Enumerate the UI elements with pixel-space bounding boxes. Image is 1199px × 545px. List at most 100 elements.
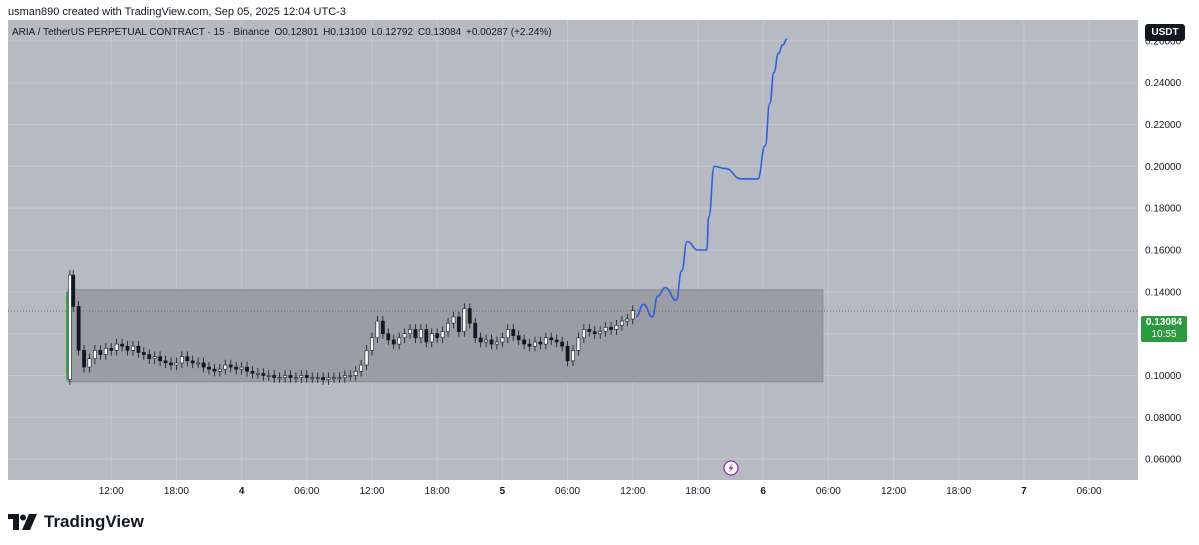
lightning-icon[interactable]	[723, 460, 739, 476]
candle-body-7	[98, 350, 103, 355]
candle-body-26	[201, 362, 206, 368]
candle-body-75	[467, 308, 472, 324]
legend-low: L0.12792	[371, 27, 414, 38]
candle-body-37	[261, 373, 266, 376]
candle-body-64	[408, 329, 412, 334]
currency-badge[interactable]: USDT	[1145, 24, 1185, 41]
last-price-value: 0.13084	[1145, 317, 1183, 328]
candle-body-90	[549, 337, 554, 341]
candle-body-15	[141, 352, 146, 355]
candle-body-61	[391, 339, 396, 345]
candle-body-28	[212, 368, 217, 372]
candle-body-99	[598, 331, 603, 334]
candle-body-70	[440, 331, 445, 339]
candle-body-81	[500, 337, 505, 343]
x-tick-label: 06:00	[555, 486, 580, 497]
range-box[interactable]	[67, 289, 824, 383]
x-axis: 12:00 18:00 4 06:00 12:00 18:00 5 06:00 12:00 18:…	[99, 486, 1102, 497]
candle-body-66	[418, 329, 423, 339]
candle-body-84	[516, 335, 521, 341]
x-tick-label: 06:00	[1077, 486, 1102, 497]
candle-body-11	[120, 343, 124, 347]
price-chart[interactable]: 0.060000.080000.100000.120000.140000.160…	[8, 20, 1191, 500]
candle-body-3	[76, 306, 81, 351]
x-tick-label: 18:00	[425, 486, 450, 497]
y-tick-label: 0.08000	[1145, 413, 1182, 424]
candle-body-23	[185, 356, 190, 362]
candle-body-42	[288, 375, 293, 378]
candle-body-20	[169, 362, 173, 366]
x-tick-label: 18:00	[946, 486, 971, 497]
candle-body-5	[87, 358, 92, 368]
candle-body-4	[82, 350, 86, 368]
candle-body-43	[294, 377, 298, 379]
candle-body-58	[375, 320, 380, 339]
candle-body-36	[256, 373, 260, 375]
candle-body-6	[93, 350, 97, 360]
candle-body-89	[543, 337, 548, 345]
candle-body-38	[266, 375, 271, 377]
x-tick-label: 6	[760, 486, 766, 497]
y-tick-label: 0.24000	[1145, 78, 1182, 89]
candle-body-30	[223, 364, 228, 370]
x-tick-label: 18:00	[685, 486, 710, 497]
candle-body-65	[413, 329, 418, 339]
candle-body-91	[554, 339, 559, 343]
candle-body-101	[609, 327, 613, 330]
candle-body-54	[353, 370, 358, 376]
legend-high: H0.13100	[323, 27, 367, 38]
candle-body-68	[429, 333, 434, 343]
legend-change: +0.00287 (+2.24%)	[466, 27, 552, 38]
y-axis: 0.060000.080000.100000.120000.140000.160…	[1145, 36, 1182, 465]
candle-body-2	[71, 274, 76, 307]
y-tick-label: 0.20000	[1145, 162, 1182, 173]
candle-body-50	[332, 377, 336, 379]
candle-body-104	[625, 318, 630, 322]
x-tick-label: 12:00	[99, 486, 124, 497]
x-tick-label: 12:00	[620, 486, 645, 497]
candle-body-79	[489, 339, 494, 345]
candle-body-82	[505, 329, 510, 339]
x-tick-label: 7	[1021, 486, 1027, 497]
candle-body-49	[326, 377, 331, 380]
bar-countdown: 10:55	[1151, 329, 1177, 340]
candle-body-93	[565, 345, 570, 362]
candle-body-21	[174, 362, 179, 366]
candle-body-47	[315, 377, 320, 379]
candles-series	[66, 269, 635, 385]
candle-body-92	[560, 341, 565, 347]
brand-name: TradingView	[44, 512, 144, 531]
candle-body-27	[207, 366, 211, 370]
candle-body-18	[158, 356, 163, 362]
candle-body-73	[457, 316, 461, 332]
candle-body-32	[234, 366, 239, 370]
candle-body-46	[310, 377, 315, 379]
candle-body-33	[239, 366, 244, 370]
legend-symbol: ARIA / TetherUS PERPETUAL CONTRACT · 15 …	[12, 27, 270, 38]
projection-line[interactable]	[635, 38, 788, 318]
chart-area[interactable]: 0.060000.080000.100000.120000.140000.160…	[8, 20, 1191, 500]
candle-body-72	[451, 316, 456, 324]
candle-body-44	[299, 375, 304, 378]
x-tick-label: 5	[500, 486, 506, 497]
candle-body-34	[245, 366, 249, 372]
candle-body-39	[272, 375, 277, 378]
candle-body-88	[538, 341, 543, 345]
candle-body-69	[435, 333, 440, 339]
footer-brand[interactable]: TradingView	[8, 512, 144, 532]
candle-body-53	[348, 375, 353, 377]
tradingview-logo-icon	[8, 514, 37, 530]
candle-body-41	[283, 375, 287, 378]
candle-body-14	[136, 345, 141, 353]
candle-body-29	[217, 368, 222, 372]
candle-body-71	[446, 322, 450, 332]
candle-body-97	[587, 329, 592, 332]
y-tick-label: 0.06000	[1145, 455, 1182, 466]
candle-body-96	[581, 329, 586, 339]
candle-body-98	[592, 331, 597, 334]
candle-body-102	[614, 324, 619, 330]
candle-body-103	[619, 320, 624, 326]
candle-body-24	[190, 360, 195, 364]
candle-body-40	[277, 377, 282, 379]
candle-body-83	[511, 329, 516, 337]
